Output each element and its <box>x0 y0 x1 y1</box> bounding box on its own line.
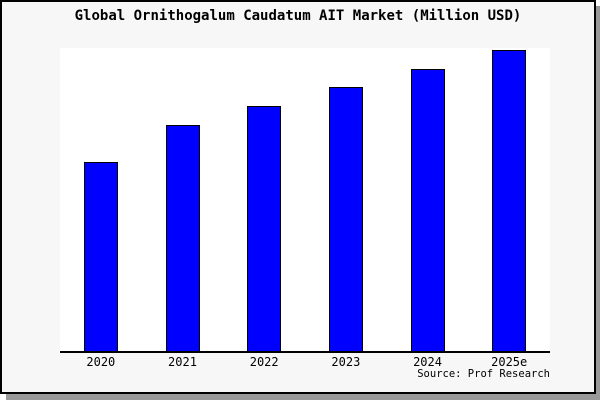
bar-slot-2025e <box>468 48 550 351</box>
chart-frame: Global Ornithogalum Caudatum AIT Market … <box>0 0 596 394</box>
bar-2024 <box>410 69 445 351</box>
bar-2021 <box>165 125 200 351</box>
bar-slot-2021 <box>142 48 224 351</box>
x-tick-label-2022: 2022 <box>249 355 279 369</box>
bar-2023 <box>328 87 363 351</box>
x-axis-labels: 2020 2021 2022 2023 2024 2025e <box>60 355 550 369</box>
bar-slot-2024 <box>387 48 469 351</box>
x-tick-label-2024: 2024 <box>413 355 442 369</box>
bar-2022 <box>247 106 282 351</box>
bars <box>60 48 550 351</box>
chart-title: Global Ornithogalum Caudatum AIT Market … <box>74 8 522 24</box>
x-tick-label-2020: 2020 <box>86 355 116 369</box>
bar-slot-2023 <box>305 48 387 351</box>
source-credit: Source: Prof Research <box>417 368 550 380</box>
bar-slot-2022 <box>223 48 305 351</box>
bar-2020 <box>83 162 118 351</box>
x-tick-label-2021: 2021 <box>168 355 197 369</box>
bar-2025e <box>492 50 527 351</box>
bar-slot-2020 <box>60 48 142 351</box>
plot-area <box>60 48 550 353</box>
x-tick-label-2025e: 2025e <box>491 355 528 369</box>
x-tick-label-2023: 2023 <box>331 355 361 369</box>
